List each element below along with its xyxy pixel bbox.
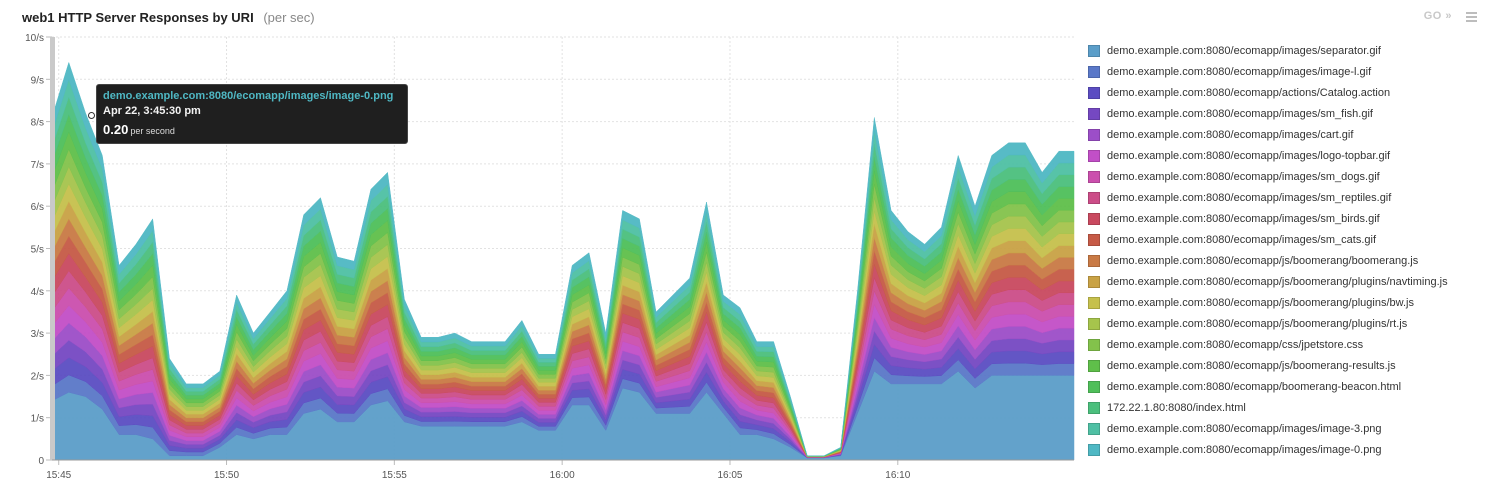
legend-item[interactable]: 172.22.1.80:8080/index.html — [1088, 397, 1488, 418]
legend-label: demo.example.com:8080/ecomapp/images/sm_… — [1107, 170, 1380, 183]
y-tick-label: 6/s — [31, 202, 44, 213]
legend-item[interactable]: demo.example.com:8080/ecomapp/js/boomera… — [1088, 355, 1488, 376]
legend-swatch — [1088, 65, 1100, 78]
legend-label: demo.example.com:8080/ecomapp/js/boomera… — [1107, 359, 1396, 372]
y-tick-label: 10/s — [25, 33, 44, 44]
legend-item[interactable]: demo.example.com:8080/ecomapp/images/sep… — [1088, 40, 1488, 61]
y-tick-label: 7/s — [31, 160, 44, 171]
legend-item[interactable]: demo.example.com:8080/ecomapp/js/boomera… — [1088, 250, 1488, 271]
legend-item[interactable]: demo.example.com:8080/ecomapp/images/car… — [1088, 124, 1488, 145]
legend-label: demo.example.com:8080/ecomapp/images/ima… — [1107, 65, 1372, 78]
tooltip-value-line: 0.20 per second — [103, 120, 401, 141]
legend-label: demo.example.com:8080/ecomapp/images/sm_… — [1107, 212, 1380, 225]
legend-swatch — [1088, 317, 1100, 330]
legend-label: demo.example.com:8080/ecomapp/images/sm_… — [1107, 191, 1392, 204]
legend-label: demo.example.com:8080/ecomapp/images/ima… — [1107, 443, 1382, 456]
legend-label: demo.example.com:8080/ecomapp/css/jpetst… — [1107, 338, 1364, 351]
tooltip-hover-dot — [88, 112, 95, 119]
legend-label: demo.example.com:8080/ecomapp/images/car… — [1107, 128, 1354, 141]
x-tick-label: 15:45 — [46, 470, 71, 481]
legend-item[interactable]: demo.example.com:8080/ecomapp/js/boomera… — [1088, 271, 1488, 292]
legend-label: demo.example.com:8080/ecomapp/images/log… — [1107, 149, 1391, 162]
legend-item[interactable]: demo.example.com:8080/ecomapp/images/ima… — [1088, 439, 1488, 460]
legend-item[interactable]: demo.example.com:8080/ecomapp/js/boomera… — [1088, 313, 1488, 334]
y-tick-label: 2/s — [31, 371, 44, 382]
legend-swatch — [1088, 128, 1100, 141]
x-tick-label: 15:55 — [382, 470, 407, 481]
legend-label: demo.example.com:8080/ecomapp/images/sm_… — [1107, 233, 1377, 246]
legend-item[interactable]: demo.example.com:8080/ecomapp/images/sm_… — [1088, 187, 1488, 208]
y-axis-strip — [50, 37, 55, 460]
x-tick-label: 16:00 — [550, 470, 575, 481]
legend-item[interactable]: demo.example.com:8080/ecomapp/images/sm_… — [1088, 103, 1488, 124]
y-tick-label: 5/s — [31, 245, 44, 256]
legend-item[interactable]: demo.example.com:8080/ecomapp/images/ima… — [1088, 418, 1488, 439]
legend-swatch — [1088, 359, 1100, 372]
y-tick-label: 9/s — [31, 75, 44, 86]
legend-swatch — [1088, 422, 1100, 435]
legend-item[interactable]: demo.example.com:8080/ecomapp/images/sm_… — [1088, 229, 1488, 250]
legend-item[interactable]: demo.example.com:8080/ecomapp/images/sm_… — [1088, 166, 1488, 187]
chart-title: web1 HTTP Server Responses by URI — [22, 10, 254, 25]
legend-swatch — [1088, 233, 1100, 246]
y-tick-label: 8/s — [31, 118, 44, 129]
legend-swatch — [1088, 107, 1100, 120]
legend-swatch — [1088, 212, 1100, 225]
legend-label: demo.example.com:8080/ecomapp/images/sep… — [1107, 44, 1381, 57]
series-area-19 — [51, 61, 1075, 457]
legend-swatch — [1088, 254, 1100, 267]
y-tick-label: 0 — [38, 456, 44, 467]
legend-item[interactable]: demo.example.com:8080/ecomapp/images/ima… — [1088, 61, 1488, 82]
tooltip-series: demo.example.com:8080/ecomapp/images/ima… — [103, 90, 394, 102]
legend-item[interactable]: demo.example.com:8080/ecomapp/images/log… — [1088, 145, 1488, 166]
legend-swatch — [1088, 296, 1100, 309]
chart-legend: demo.example.com:8080/ecomapp/images/sep… — [1088, 40, 1488, 460]
go-button[interactable]: GO » — [1424, 10, 1452, 22]
x-tick-label: 16:05 — [717, 470, 742, 481]
y-tick-label: 3/s — [31, 329, 44, 340]
tooltip-unit: per second — [130, 126, 175, 136]
x-tick-label: 15:50 — [214, 470, 239, 481]
legend-swatch — [1088, 275, 1100, 288]
legend-swatch — [1088, 44, 1100, 57]
go-arrow-icon: » — [1445, 10, 1452, 22]
legend-item[interactable]: demo.example.com:8080/ecomapp/js/boomera… — [1088, 292, 1488, 313]
legend-swatch — [1088, 149, 1100, 162]
legend-item[interactable]: demo.example.com:8080/ecomapp/actions/Ca… — [1088, 82, 1488, 103]
chart-unit: (per sec) — [263, 10, 315, 25]
legend-label: 172.22.1.80:8080/index.html — [1107, 401, 1246, 414]
y-tick-label: 4/s — [31, 287, 44, 298]
chart-tooltip: demo.example.com:8080/ecomapp/images/ima… — [96, 84, 408, 144]
legend-label: demo.example.com:8080/ecomapp/js/boomera… — [1107, 275, 1448, 288]
legend-swatch — [1088, 443, 1100, 456]
x-tick-label: 16:10 — [885, 470, 910, 481]
legend-swatch — [1088, 191, 1100, 204]
legend-label: demo.example.com:8080/ecomapp/images/sm_… — [1107, 107, 1373, 120]
legend-item[interactable]: demo.example.com:8080/ecomapp/images/sm_… — [1088, 208, 1488, 229]
legend-item[interactable]: demo.example.com:8080/ecomapp/boomerang-… — [1088, 376, 1488, 397]
legend-label: demo.example.com:8080/ecomapp/images/ima… — [1107, 422, 1382, 435]
chart-header: web1 HTTP Server Responses by URI (per s… — [22, 10, 315, 28]
y-tick-label: 1/s — [31, 414, 44, 425]
menu-icon[interactable] — [1466, 11, 1477, 22]
legend-swatch — [1088, 86, 1100, 99]
legend-label: demo.example.com:8080/ecomapp/actions/Ca… — [1107, 86, 1391, 99]
legend-label: demo.example.com:8080/ecomapp/js/boomera… — [1107, 296, 1414, 309]
legend-label: demo.example.com:8080/ecomapp/js/boomera… — [1107, 317, 1408, 330]
chart-tools: GO » — [1424, 10, 1477, 22]
go-label: GO — [1423, 10, 1442, 22]
tooltip-value: 0.20 — [103, 122, 129, 137]
tooltip-time: Apr 22, 3:45:30 pm — [103, 105, 201, 117]
legend-swatch — [1088, 380, 1100, 393]
legend-swatch — [1088, 401, 1100, 414]
legend-swatch — [1088, 338, 1100, 351]
legend-label: demo.example.com:8080/ecomapp/js/boomera… — [1107, 254, 1419, 267]
legend-label: demo.example.com:8080/ecomapp/boomerang-… — [1107, 380, 1402, 393]
legend-swatch — [1088, 170, 1100, 183]
legend-item[interactable]: demo.example.com:8080/ecomapp/css/jpetst… — [1088, 334, 1488, 355]
